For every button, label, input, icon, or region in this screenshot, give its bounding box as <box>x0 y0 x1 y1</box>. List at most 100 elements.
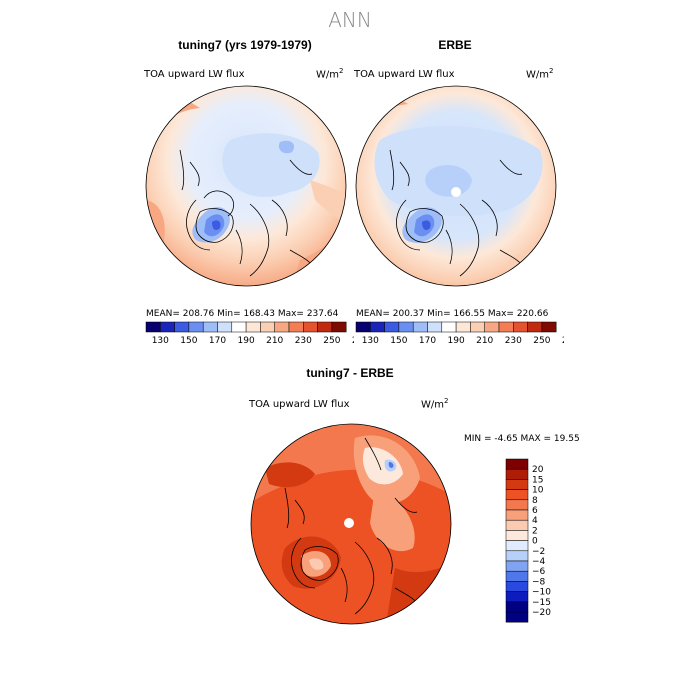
colorbar-difference-tick-label: 6 <box>532 506 538 516</box>
colorbar-difference-tick-label: −6 <box>532 567 546 577</box>
colorbar-difference-tick-label: −4 <box>532 557 546 567</box>
colorbar-difference-cell <box>505 530 529 541</box>
colorbar-difference-cell <box>505 468 529 480</box>
colorbar-tuning7-tick-label: 210 <box>266 336 283 346</box>
colorbar-difference-cell <box>505 560 529 572</box>
colorbar-tuning7-cell <box>174 321 190 333</box>
colorbar-tuning7-cell <box>274 321 290 333</box>
colorbar-erbe-tick-label: 270 <box>562 336 564 346</box>
colorbar-tuning7-cell <box>231 321 247 333</box>
panel-2-units-text: W/m <box>526 69 549 81</box>
colorbar-difference-tick-label: −8 <box>532 577 546 587</box>
colorbar-tuning7-tick-label: 150 <box>180 336 197 346</box>
panel-3-units: W/m2 <box>421 397 448 410</box>
colorbar-difference-tick-label: 10 <box>532 486 544 496</box>
panel-2-units-exponent: 2 <box>549 67 554 75</box>
colorbar-erbe-cell <box>455 321 471 333</box>
colorbar-tuning7: 130 150 170 190 210 230 250 270 <box>145 321 354 346</box>
colorbar-tuning7-cell <box>303 321 318 333</box>
colorbar-erbe-cell <box>470 321 485 333</box>
colorbar-tuning7-tick-label: 250 <box>323 336 340 346</box>
map-erbe <box>355 85 557 287</box>
colorbar-erbe-cell <box>541 321 557 333</box>
panel-3-units-exponent: 2 <box>444 397 449 405</box>
colorbar-tuning7-cell <box>202 321 218 333</box>
panel-3-units-text: W/m <box>421 399 444 411</box>
colorbar-tuning7-cell <box>331 321 347 333</box>
colorbar-tuning7-cell <box>260 321 275 333</box>
map-tuning7 <box>145 85 347 287</box>
colorbar-difference-cell <box>505 489 529 501</box>
colorbar-erbe-tick-label: 210 <box>476 336 493 346</box>
colorbar-tuning7-cell <box>317 321 333 333</box>
colorbar-tuning7-tick-label: 270 <box>352 336 354 346</box>
colorbar-erbe-cell <box>370 321 385 333</box>
colorbar-difference-cell <box>505 479 529 490</box>
colorbar-erbe-tick-label: 230 <box>505 336 522 346</box>
colorbar-tuning7-tick-label: 190 <box>238 336 255 346</box>
panel-2-stats: MEAN= 200.37 Min= 166.55 Max= 220.66 <box>356 309 549 319</box>
panel-1-stats: MEAN= 208.76 Min= 168.43 Max= 237.64 <box>146 309 339 319</box>
colorbar-difference-cell <box>505 509 529 521</box>
panel-1-title: tuning7 (yrs 1979-1979) <box>178 38 312 52</box>
colorbar-tuning7-cell <box>145 321 161 333</box>
colorbar-erbe-tick-label: 150 <box>390 336 407 346</box>
colorbar-erbe-tick-label: 130 <box>362 336 379 346</box>
panel-1-units-exponent: 2 <box>339 67 344 75</box>
colorbar-difference-tick-label: −10 <box>532 588 551 598</box>
map-difference <box>250 423 452 625</box>
colorbar-difference-cell <box>505 581 529 592</box>
colorbar-difference-cell <box>505 550 529 562</box>
colorbar-difference-cell <box>505 458 529 470</box>
colorbar-erbe-cell <box>484 321 500 333</box>
colorbar-tuning7-tick-label: 170 <box>209 336 226 346</box>
panel-2-title: ERBE <box>438 38 472 52</box>
colorbar-difference-cell <box>505 540 529 552</box>
colorbar-difference-tick-label: 2 <box>532 526 538 536</box>
panel-3-field-label: TOA upward LW flux <box>249 399 350 410</box>
colorbar-difference-tick-label: −20 <box>532 608 551 618</box>
colorbar-erbe-tick-label: 170 <box>419 336 436 346</box>
colorbar-erbe-cell <box>398 321 414 333</box>
colorbar-erbe-cell <box>527 321 543 333</box>
colorbar-erbe-tick-label: 250 <box>533 336 550 346</box>
colorbar-tuning7-tick-label: 230 <box>295 336 312 346</box>
colorbar-tuning7-tick-label: 130 <box>152 336 169 346</box>
panel-1-units: W/m2 <box>316 67 343 80</box>
colorbar-tuning7-cell <box>160 321 175 333</box>
colorbar-difference-cell <box>505 519 529 531</box>
colorbar-difference-cell <box>505 591 529 603</box>
colorbar-erbe-cell <box>498 321 514 333</box>
colorbar-tuning7-cell <box>188 321 204 333</box>
colorbar-difference-cell <box>505 570 529 582</box>
panel-1-field-label: TOA upward LW flux <box>144 69 245 80</box>
colorbar-difference-tick-label: 20 <box>532 465 544 475</box>
colorbar-erbe-cell <box>513 321 528 333</box>
colorbar-erbe-cell <box>427 321 443 333</box>
colorbar-erbe: 130 150 170 190 210 230 250 270 <box>355 321 564 346</box>
panel-3-stats: MIN = -4.65 MAX = 19.55 <box>464 434 580 444</box>
colorbar-difference-tick-label: 15 <box>532 475 543 485</box>
panel-2-field-label: TOA upward LW flux <box>354 69 455 80</box>
colorbar-erbe-cell <box>441 321 457 333</box>
colorbar-difference-cell <box>505 499 529 511</box>
colorbar-erbe-cell <box>384 321 400 333</box>
colorbar-difference-cell <box>505 601 529 613</box>
colorbar-erbe-cell <box>355 321 371 333</box>
colorbar-difference-tick-label: 0 <box>532 537 538 547</box>
panel-2-units: W/m2 <box>526 67 553 80</box>
panel-3-title: tuning7 - ERBE <box>306 366 394 380</box>
colorbar-difference-tick-label: 4 <box>532 516 538 526</box>
figure-title: ANN <box>328 8 372 32</box>
colorbar-erbe-cell <box>412 321 428 333</box>
colorbar-difference-tick-label: 8 <box>532 496 538 506</box>
colorbar-difference-tick-label: −2 <box>532 547 545 557</box>
panel-1-units-text: W/m <box>316 69 339 81</box>
colorbar-tuning7-cell <box>288 321 304 333</box>
colorbar-erbe-tick-label: 190 <box>448 336 465 346</box>
colorbar-tuning7-cell <box>245 321 261 333</box>
colorbar-difference-cell <box>505 611 529 623</box>
colorbar-difference-tick-label: −15 <box>532 598 551 608</box>
colorbar-tuning7-cell <box>217 321 233 333</box>
